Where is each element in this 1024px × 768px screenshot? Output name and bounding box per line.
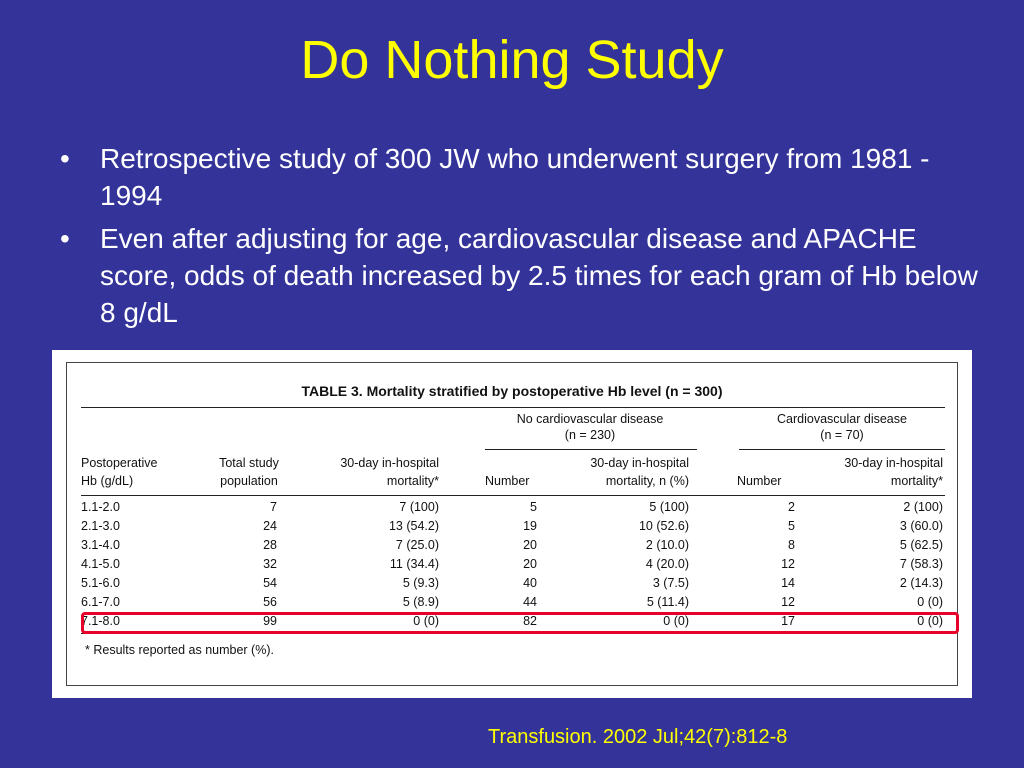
- col-header-hb-2: Hb (g/dL): [81, 474, 134, 488]
- cell-mortality: 13 (54.2): [388, 519, 439, 533]
- slide-title: Do Nothing Study: [300, 30, 724, 90]
- group-cvd-rule: [739, 449, 945, 450]
- cell-mortality-no-cvd: 4 (20.0): [645, 557, 689, 571]
- table-image-panel: TABLE 3. Mortality stratified by postope…: [52, 350, 972, 698]
- cell-hb: 2.1-3.0: [81, 519, 120, 533]
- table-caption: TABLE 3. Mortality stratified by postope…: [301, 383, 723, 399]
- col-header-number-2: Number: [737, 474, 782, 488]
- cell-total: 32: [263, 557, 277, 571]
- cell-hb: 6.1-7.0: [81, 595, 120, 609]
- cell-hb: 3.1-4.0: [81, 538, 120, 552]
- cell-mortality: 5 (8.9): [402, 595, 439, 609]
- cell-number-cvd: 8: [788, 538, 795, 552]
- cell-mortality-cvd: 5 (62.5): [899, 538, 943, 552]
- cell-number-cvd: 12: [781, 595, 795, 609]
- cell-hb: 5.1-6.0: [81, 576, 120, 590]
- cell-number-cvd: 17: [781, 614, 795, 628]
- cell-mortality-no-cvd: 2 (10.0): [645, 538, 689, 552]
- col-header-mort2-1: 30-day in-hospital: [844, 456, 943, 470]
- header-bottom-rule: [81, 495, 945, 496]
- col-header-mort1-2: mortality, n (%): [605, 474, 689, 488]
- bullet-item: • Even after adjusting for age, cardiovas…: [60, 220, 980, 331]
- cell-hb: 1.1-2.0: [81, 500, 120, 514]
- cell-number-cvd: 12: [781, 557, 795, 571]
- col-header-mort1-1: 30-day in-hospital: [590, 456, 689, 470]
- cell-mortality-cvd: 0 (0): [917, 595, 943, 609]
- mortality-table: TABLE 3. Mortality stratified by postope…: [66, 362, 959, 686]
- cell-number-no-cvd: 44: [523, 595, 537, 609]
- cell-mortality: 5 (9.3): [402, 576, 439, 590]
- cell-mortality-no-cvd: 5 (100): [649, 500, 689, 514]
- cell-number-cvd: 2: [788, 500, 795, 514]
- cell-mortality-cvd: 7 (58.3): [899, 557, 943, 571]
- col-header-total-2: population: [220, 474, 278, 488]
- col-header-number-1: Number: [485, 474, 530, 488]
- cell-number-no-cvd: 82: [523, 614, 537, 628]
- cell-number-no-cvd: 20: [523, 557, 537, 571]
- citation: Transfusion. 2002 Jul;42(7):812-8: [488, 726, 788, 748]
- bullet-list: • Retrospective study of 300 JW who under…: [60, 140, 980, 337]
- table-rule: [81, 407, 945, 408]
- cell-mortality-no-cvd: 0 (0): [663, 614, 689, 628]
- bullet-text: Retrospective study of 300 JW who underw…: [100, 143, 930, 211]
- col-header-mort-1: 30-day in-hospital: [340, 456, 439, 470]
- cell-hb: 7.1-8.0: [81, 614, 120, 628]
- cell-mortality-no-cvd: 3 (7.5): [652, 576, 689, 590]
- cell-mortality-no-cvd: 5 (11.4): [646, 595, 689, 609]
- cell-mortality-cvd: 0 (0): [917, 614, 943, 628]
- cell-number-no-cvd: 19: [523, 519, 537, 533]
- col-header-total-1: Total study: [219, 456, 279, 470]
- cell-mortality: 0 (0): [413, 614, 439, 628]
- group-no-cvd-n: (n = 230): [564, 428, 616, 442]
- bullet-text: Even after adjusting for age, cardiovasc…: [100, 223, 978, 328]
- cell-mortality-no-cvd: 10 (52.6): [638, 519, 689, 533]
- cell-number-no-cvd: 40: [523, 576, 537, 590]
- cell-hb: 4.1-5.0: [81, 557, 120, 571]
- cell-total: 7: [270, 500, 277, 514]
- col-header-mort-2: mortality*: [386, 474, 439, 488]
- bullet-dot: •: [60, 143, 70, 174]
- bullet-item: • Retrospective study of 300 JW who under…: [60, 140, 980, 214]
- cell-number-cvd: 14: [781, 576, 795, 590]
- cell-number-cvd: 5: [788, 519, 795, 533]
- cell-mortality: 7 (25.0): [395, 538, 439, 552]
- table-footnote: * Results reported as number (%).: [85, 643, 274, 657]
- cell-mortality: 7 (100): [399, 500, 439, 514]
- cell-mortality-cvd: 2 (14.3): [899, 576, 943, 590]
- cell-mortality-cvd: 2 (100): [903, 500, 943, 514]
- cell-number-no-cvd: 20: [523, 538, 537, 552]
- bullet-dot: •: [60, 223, 70, 254]
- cell-total: 54: [263, 576, 277, 590]
- col-header-mort2-2: mortality*: [890, 474, 943, 488]
- cell-total: 56: [263, 595, 277, 609]
- cell-mortality: 11 (34.4): [389, 557, 439, 571]
- group-no-cvd-label: No cardiovascular disease: [516, 412, 664, 426]
- cell-total: 24: [263, 519, 277, 533]
- cell-total: 99: [263, 614, 277, 628]
- group-cvd-label: Cardiovascular disease: [777, 412, 907, 426]
- cell-number-no-cvd: 5: [530, 500, 537, 514]
- col-header-hb-1: Postoperative: [81, 456, 158, 470]
- group-cvd-n: (n = 70): [820, 428, 864, 442]
- highlight-box-row-7-1-8-0: [81, 612, 959, 634]
- cell-mortality-cvd: 3 (60.0): [899, 519, 943, 533]
- cell-total: 28: [263, 538, 277, 552]
- group-no-cvd-rule: [485, 449, 697, 450]
